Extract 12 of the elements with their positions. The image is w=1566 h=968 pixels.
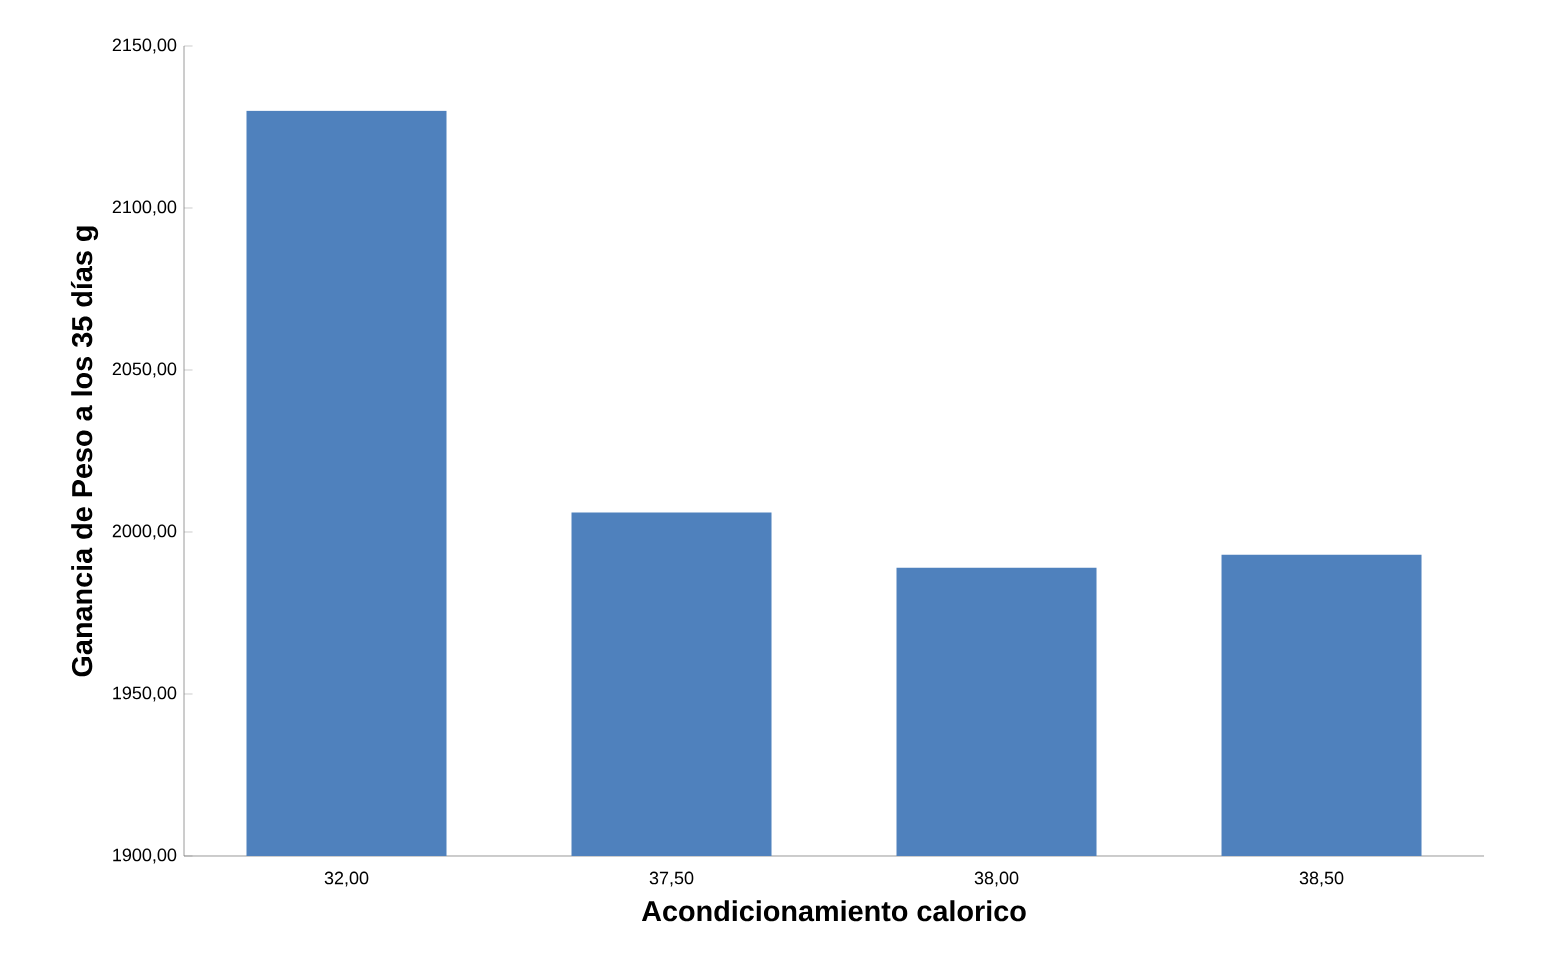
y-tick-label: 2000,00 bbox=[112, 524, 177, 540]
x-tick-label: 38,50 bbox=[1299, 871, 1344, 887]
y-tick-label: 2100,00 bbox=[112, 200, 177, 216]
x-tick-label: 38,00 bbox=[974, 871, 1019, 887]
x-tick-label: 37,50 bbox=[649, 871, 694, 887]
y-tick-label: 2050,00 bbox=[112, 362, 177, 378]
y-axis-title: Ganancia de Peso a los 35 días g bbox=[70, 226, 99, 677]
x-tick-label: 32,00 bbox=[324, 871, 369, 887]
y-tick-label: 2150,00 bbox=[112, 38, 177, 54]
y-tick-label: 1900,00 bbox=[113, 848, 177, 864]
x-axis-title: Acondicionamiento calorico bbox=[641, 900, 1026, 922]
y-tick-label: 1950,00 bbox=[113, 686, 177, 702]
